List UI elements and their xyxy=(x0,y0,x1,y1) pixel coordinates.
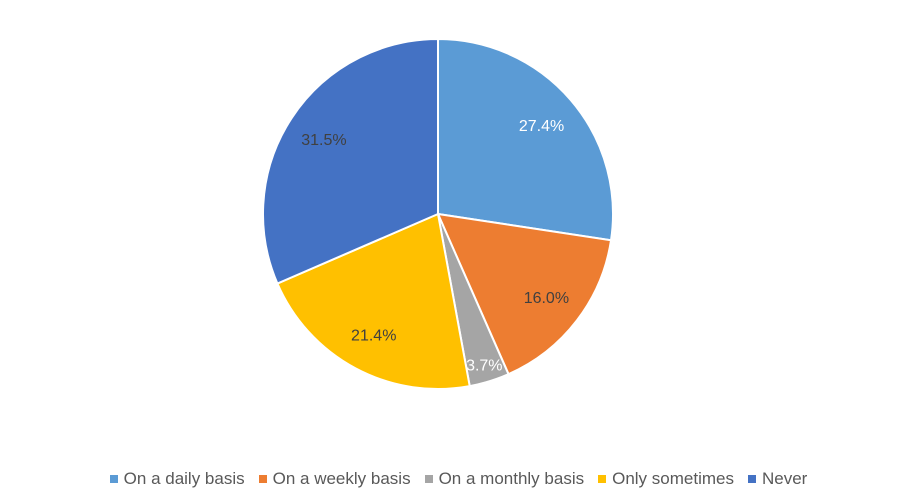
data-label: 31.5% xyxy=(301,132,346,149)
legend-swatch xyxy=(258,475,267,483)
data-label: 27.4% xyxy=(519,118,564,135)
pie-chart: 27.4% 16.0% 3.7% 21.4% 31.5% xyxy=(262,37,614,390)
data-label: 3.7% xyxy=(466,358,502,375)
legend-label: Only sometimes xyxy=(612,469,734,488)
legend-item: On a daily basis xyxy=(109,469,245,489)
pie-slice-5 xyxy=(262,37,439,285)
legend-label: On a daily basis xyxy=(123,469,245,488)
legend-label: Never xyxy=(761,469,808,488)
legend-item: Never xyxy=(747,469,808,489)
legend-swatch xyxy=(598,475,607,483)
legend: On a daily basis On a weekly basis On a mo… xyxy=(0,469,917,489)
pie-slice-2 xyxy=(436,212,613,376)
legend-item: On a monthly basis xyxy=(424,469,585,489)
pie-slice-1 xyxy=(437,37,614,242)
legend-swatch xyxy=(424,475,433,483)
data-label: 21.4% xyxy=(351,327,396,344)
legend-label: On a weekly basis xyxy=(272,469,411,488)
legend-swatch xyxy=(109,475,118,483)
legend-label: On a monthly basis xyxy=(438,469,585,488)
legend-item: On a weekly basis xyxy=(258,469,411,489)
pie-slice-4 xyxy=(276,212,471,390)
legend-swatch xyxy=(747,475,756,483)
legend-item: Only sometimes xyxy=(598,469,734,489)
data-label: 16.0% xyxy=(524,290,569,307)
